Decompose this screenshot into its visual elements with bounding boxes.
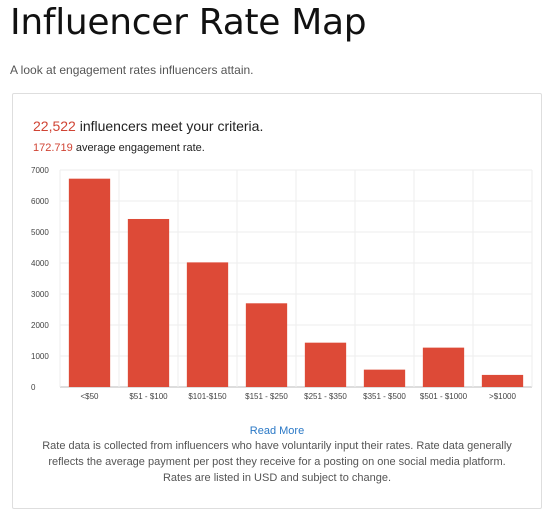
bar[interactable] [304,342,347,387]
bar[interactable] [422,347,465,387]
y-tick-label: 1000 [31,352,49,361]
rate-bar-chart: 0 1000 2000 3000 4000 5000 6000 7000 <$50 $51 - … [31,166,533,401]
x-axis: <$50 $51 - $100 $101-$150 $151 - $250 $251 -… [80,392,516,401]
page-subtitle: A look at engagement rates influencers a… [10,63,254,77]
engagement-rate-text: average engagement rate. [72,142,205,154]
y-tick-label: 3000 [31,290,49,299]
page-title: Influencer Rate Map [10,2,367,43]
y-tick-label: 5000 [31,228,49,237]
rate-card: 22,522 influencers meet your criteria. 1… [12,93,542,509]
bar[interactable] [68,178,111,387]
bar[interactable] [245,303,288,387]
read-more-link[interactable]: Read More [249,425,305,437]
engagement-rate: 172.719 [33,142,73,154]
y-tick-label: 2000 [31,321,49,330]
chart-bars [68,178,524,387]
x-tick-label: $501 - $1000 [420,392,468,401]
x-tick-label: $351 - $500 [363,392,406,401]
x-tick-label: $101-$150 [188,392,227,401]
influencer-count: 22,522 [33,118,76,134]
x-tick-label: >$1000 [489,392,516,401]
bar[interactable] [127,218,170,387]
bar[interactable] [481,374,524,387]
bar[interactable] [186,262,229,387]
y-tick-label: 7000 [31,166,49,175]
y-tick-label: 0 [31,383,36,392]
x-tick-label: $251 - $350 [304,392,347,401]
x-tick-label: $151 - $250 [245,392,288,401]
x-tick-label: <$50 [80,392,99,401]
y-tick-label: 4000 [31,259,49,268]
engagement-rate-line: 172.719 average engagement rate. [33,142,205,154]
y-tick-label: 6000 [31,197,49,206]
influencer-count-line: 22,522 influencers meet your criteria. [33,118,263,134]
y-axis: 0 1000 2000 3000 4000 5000 6000 7000 [31,166,49,392]
influencer-count-text: influencers meet your criteria. [75,118,264,134]
x-tick-label: $51 - $100 [129,392,168,401]
rate-data-note: Rate data is collected from influencers … [42,440,512,484]
bar[interactable] [363,369,406,387]
